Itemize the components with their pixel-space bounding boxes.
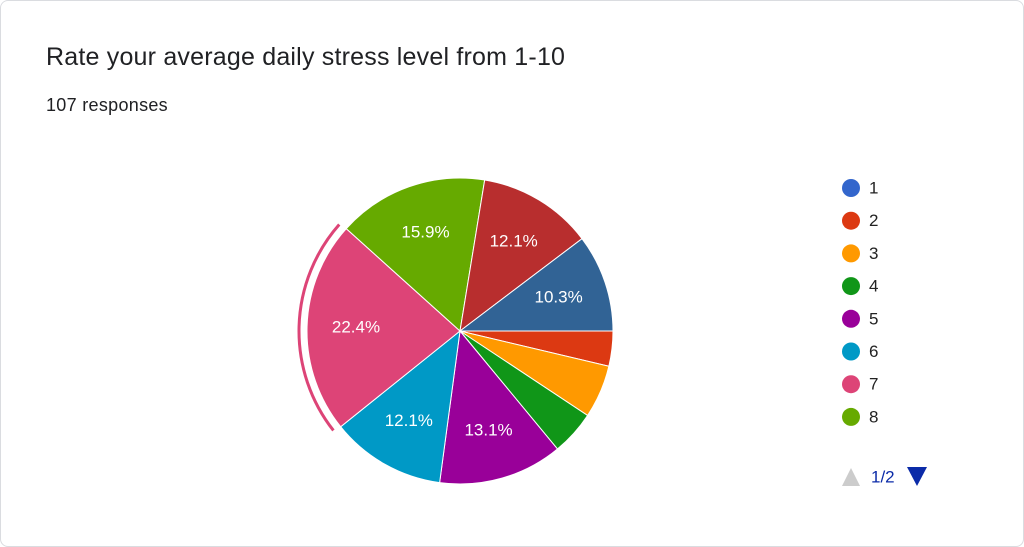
- slice-label: 10.3%: [535, 287, 583, 306]
- legend-swatch: [842, 342, 860, 361]
- chart-title: Rate your average daily stress level fro…: [46, 43, 566, 71]
- legend-label: 1: [869, 178, 878, 197]
- legend-swatch: [842, 309, 860, 328]
- legend-swatch: [842, 244, 860, 263]
- pie-slice: [459, 179, 583, 333]
- pie-slice: [345, 177, 486, 332]
- legend-swatch: [842, 375, 860, 394]
- slice-label: 13.1%: [464, 421, 512, 440]
- legend-next[interactable]: [907, 467, 927, 486]
- pie-slice: [306, 227, 461, 428]
- legend-prev: [842, 468, 860, 486]
- legend-label: 3: [869, 244, 878, 263]
- legend-swatch: [842, 277, 860, 296]
- slice-highlight: [297, 223, 341, 432]
- legend-label: 4: [869, 277, 878, 296]
- slice-label: 12.1%: [385, 411, 433, 430]
- legend-label: 8: [869, 407, 878, 426]
- legend-swatch: [842, 179, 860, 197]
- legend-swatch: [842, 211, 860, 230]
- legend-page: 1/2: [871, 467, 895, 486]
- slice-label: 12.1%: [490, 231, 538, 250]
- pie-slice: [458, 237, 614, 332]
- pie-slice: [339, 329, 461, 484]
- response-count: 107 responses: [46, 95, 168, 115]
- legend-swatch: [842, 407, 860, 426]
- legend-label: 6: [869, 342, 878, 361]
- slice-label: 15.9%: [401, 222, 449, 241]
- legend-label: 2: [869, 211, 878, 230]
- legend-label: 5: [869, 309, 878, 328]
- legend-label: 7: [869, 375, 878, 394]
- pie-slice: [439, 329, 559, 485]
- slice-label: 22.4%: [332, 318, 380, 337]
